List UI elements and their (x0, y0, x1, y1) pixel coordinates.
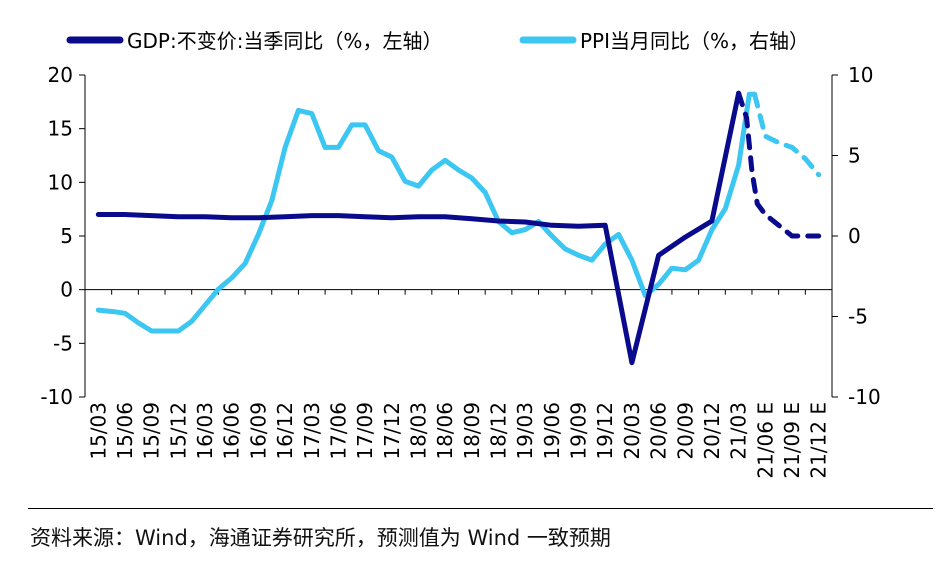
legend-ppi-label: PPI当月同比（%，右轴） (580, 29, 809, 53)
gdp-forecast-line (736, 90, 822, 239)
series (95, 90, 822, 366)
x-tick-label: 17/03 (300, 402, 324, 460)
legend-gdp-label: GDP:不变价:当季同比（%，左轴） (127, 29, 442, 53)
right-tick-label: 0 (848, 224, 861, 248)
line-chart: GDP:不变价:当季同比（%，左轴） PPI当月同比（%，右轴） 20 15 10 5… (40, 29, 880, 479)
x-tick-label: 17/12 (380, 402, 404, 460)
x-tick-label: 21/12 E (807, 402, 831, 479)
left-tick-label: 15 (48, 117, 73, 141)
x-tick-label: 19/06 (540, 402, 564, 460)
x-tick-label: 18/06 (433, 402, 457, 460)
left-tick-label: 0 (60, 278, 73, 302)
x-tick-label: 17/09 (353, 402, 377, 460)
x-tick-label: 20/09 (673, 402, 697, 460)
gdp-line (95, 90, 742, 366)
left-tick-label: 10 (48, 170, 73, 194)
x-tick-label: 19/12 (593, 402, 617, 460)
x-tick-label: 18/12 (487, 402, 511, 460)
right-tick-label: 5 (848, 144, 861, 168)
legend: GDP:不变价:当季同比（%，左轴） PPI当月同比（%，右轴） (66, 29, 809, 53)
x-tick-label: 18/03 (406, 402, 430, 460)
x-tick-label: 20/03 (620, 402, 644, 460)
axes: 20 15 10 5 0 -5 -10 10 5 0 -5 -10 15/03 15/06 15/09 15/… (40, 63, 880, 479)
x-tick-label: 19/03 (513, 402, 537, 460)
x-tick-label: 21/06 E (753, 402, 777, 479)
x-tick-label: 16/12 (273, 402, 297, 460)
ppi-forecast-line (752, 91, 822, 178)
left-tick-label: 20 (48, 63, 73, 87)
x-tick-label: 20/06 (647, 402, 671, 460)
x-tick-label: 20/12 (700, 402, 724, 460)
x-tick-label: 19/09 (567, 402, 591, 460)
source-note: 资料来源：Wind，海通证券研究所，预测值为 Wind 一致预期 (30, 526, 611, 550)
ppi-line (95, 91, 758, 334)
footer-divider (28, 508, 933, 509)
x-tick-label: 15/03 (86, 402, 110, 460)
x-tick-label: 15/09 (140, 402, 164, 460)
left-tick-label: -10 (40, 385, 73, 409)
x-tick-label: 21/09 E (780, 402, 804, 479)
x-tick-label: 21/03 (727, 402, 751, 460)
left-tick-label: -5 (53, 331, 73, 355)
x-tick-label: 17/06 (326, 402, 350, 460)
x-tick-label: 16/06 (220, 402, 244, 460)
left-tick-label: 5 (60, 224, 73, 248)
right-tick-label: -5 (848, 305, 868, 329)
right-tick-label: 10 (848, 63, 873, 87)
right-tick-label: -10 (848, 385, 881, 409)
x-tick-label: 16/09 (246, 402, 270, 460)
x-tick-label: 18/09 (460, 402, 484, 460)
x-tick-label: 15/06 (113, 402, 137, 460)
x-tick-label: 15/12 (166, 402, 190, 460)
x-tick-label: 16/03 (193, 402, 217, 460)
